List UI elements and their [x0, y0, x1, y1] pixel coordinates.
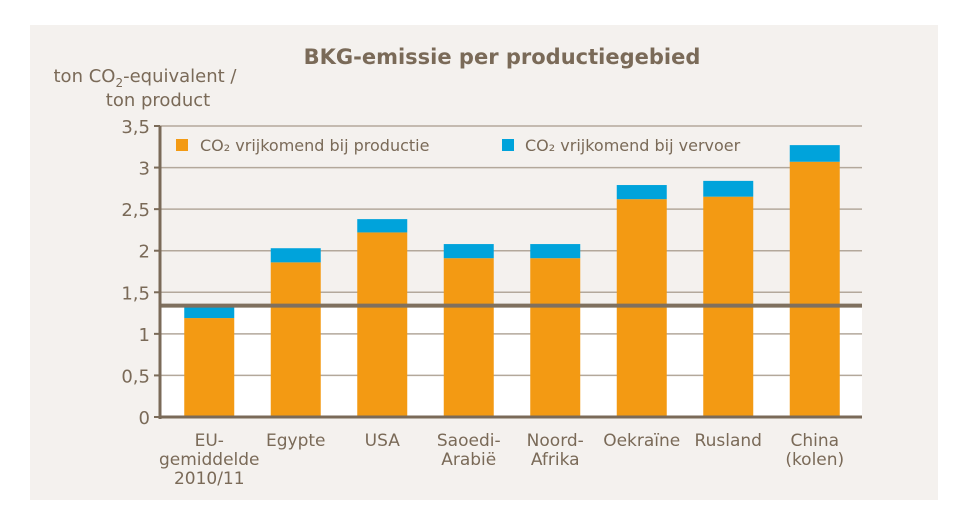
- y-axis-label-line2: ton product: [106, 90, 210, 111]
- bar-productie: [270, 262, 321, 417]
- x-tick-label: gemiddelde: [159, 450, 260, 470]
- bar-productie: [530, 258, 581, 417]
- x-tick-label: Noord-: [527, 431, 584, 451]
- y-tick-label: 0: [139, 408, 150, 429]
- x-tick-label: China: [790, 431, 839, 451]
- bar-vervoer: [357, 219, 408, 233]
- x-tick-label: (kolen): [785, 450, 844, 470]
- y-tick-label: 2,5: [121, 200, 150, 221]
- bar-productie: [184, 318, 235, 417]
- bar-vervoer: [616, 185, 667, 200]
- x-tick-label: 2010/11: [174, 469, 245, 489]
- y-tick-label: 0,5: [121, 366, 150, 387]
- bar-vervoer: [703, 180, 754, 197]
- x-tick-label: Oekraïne: [603, 431, 680, 451]
- bar-vervoer: [789, 145, 840, 162]
- bar-productie: [789, 161, 840, 417]
- legend-label-productie: CO₂ vrijkomend bij productie: [200, 136, 429, 155]
- x-tick-label: Saoedi-: [437, 431, 501, 451]
- y-tick-label: 2: [139, 242, 150, 263]
- x-tick-label: Rusland: [695, 431, 762, 451]
- y-tick-label: 3,5: [121, 117, 150, 138]
- y-tick-label: 1: [139, 325, 150, 346]
- bar-vervoer: [270, 248, 321, 263]
- bar-productie: [443, 258, 494, 417]
- bar-vervoer: [443, 244, 494, 259]
- bar-vervoer: [184, 304, 235, 319]
- x-tick-label: USA: [365, 431, 401, 451]
- bar-vervoer: [530, 244, 581, 259]
- bar-productie: [357, 232, 408, 417]
- x-tick-label: Egypte: [266, 431, 326, 451]
- y-tick-label: 1,5: [121, 283, 150, 304]
- y-axis-label-line1: ton CO2-equivalent /: [54, 66, 238, 90]
- chart-title: BKG-emissie per productiegebied: [304, 45, 701, 69]
- legend-swatch-productie: [176, 139, 188, 151]
- y-tick-label: 3: [139, 159, 150, 180]
- bar-productie: [616, 199, 667, 417]
- below-reference-area: [160, 305, 862, 417]
- legend-swatch-vervoer: [502, 139, 514, 151]
- x-tick-label: EU-: [195, 431, 224, 451]
- x-tick-label: Afrika: [531, 450, 580, 470]
- legend: CO₂ vrijkomend bij productie CO₂ vrijkom…: [176, 136, 741, 155]
- x-tick-label: Arabië: [441, 450, 496, 470]
- legend-label-vervoer: CO₂ vrijkomend bij vervoer: [525, 136, 741, 155]
